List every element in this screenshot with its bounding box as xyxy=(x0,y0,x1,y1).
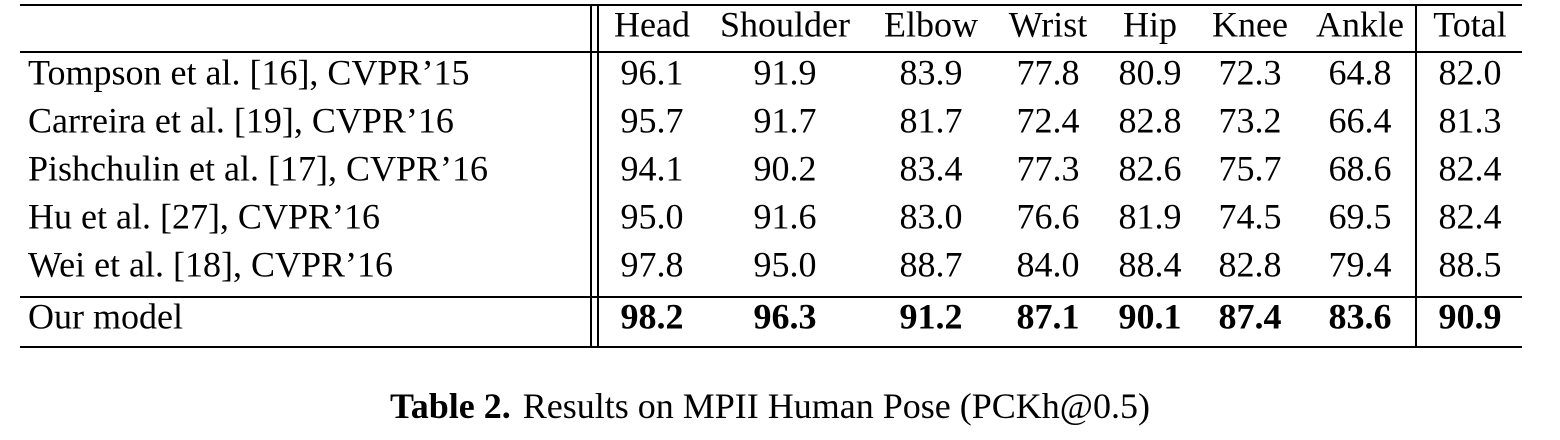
cell: 82.8 xyxy=(1219,244,1282,284)
cell: 81.9 xyxy=(1119,196,1182,236)
cell: 83.9 xyxy=(900,52,963,92)
cell: 77.3 xyxy=(1017,148,1080,188)
cell: 82.4 xyxy=(1439,196,1502,236)
column-header: Knee xyxy=(1212,4,1288,44)
column-header: Total xyxy=(1433,4,1506,44)
cell: 88.7 xyxy=(900,244,963,284)
row-label: Wei et al. [18], CVPR’16 xyxy=(28,244,393,284)
cell: 68.6 xyxy=(1329,148,1392,188)
cell: 66.4 xyxy=(1329,100,1392,140)
cell: 91.7 xyxy=(754,100,817,140)
cell: 88.5 xyxy=(1439,244,1502,284)
cell: 77.8 xyxy=(1017,52,1080,92)
cell: 84.0 xyxy=(1017,244,1080,284)
cell: 72.4 xyxy=(1017,100,1080,140)
row-label: Hu et al. [27], CVPR’16 xyxy=(28,196,380,236)
caption-label: Table 2. xyxy=(390,386,511,426)
column-header: Shoulder xyxy=(720,4,850,44)
row-label: Pishchulin et al. [17], CVPR’16 xyxy=(28,148,488,188)
cell: 81.7 xyxy=(900,100,963,140)
cell: 82.8 xyxy=(1119,100,1182,140)
cell: 90.1 xyxy=(1119,296,1182,336)
row-label: Tompson et al. [16], CVPR’15 xyxy=(28,52,469,92)
column-header: Hip xyxy=(1123,4,1177,44)
row-label: Carreira et al. [19], CVPR’16 xyxy=(28,100,454,140)
column-header: Ankle xyxy=(1316,4,1404,44)
column-header: Head xyxy=(614,4,690,44)
cell: 91.9 xyxy=(754,52,817,92)
cell: 83.0 xyxy=(900,196,963,236)
cell: 82.6 xyxy=(1119,148,1182,188)
cell: 74.5 xyxy=(1219,196,1282,236)
cell: 80.9 xyxy=(1119,52,1182,92)
cell: 97.8 xyxy=(621,244,684,284)
cell: 69.5 xyxy=(1329,196,1392,236)
cell: 95.0 xyxy=(621,196,684,236)
cell: 75.7 xyxy=(1219,148,1282,188)
cell: 94.1 xyxy=(621,148,684,188)
cell: 90.9 xyxy=(1439,296,1502,336)
cell: 88.4 xyxy=(1119,244,1182,284)
cell: 72.3 xyxy=(1219,52,1282,92)
table-rules xyxy=(20,4,1522,348)
cell: 95.7 xyxy=(621,100,684,140)
cell: 96.3 xyxy=(754,296,817,336)
caption-text: Results on MPII Human Pose (PCKh@0.5) xyxy=(523,386,1150,426)
cell: 91.2 xyxy=(900,296,963,336)
caption: Table 2. Results on MPII Human Pose (PCKh… xyxy=(390,386,1150,426)
cell: 79.4 xyxy=(1329,244,1392,284)
cell: 64.8 xyxy=(1329,52,1392,92)
cell: 90.2 xyxy=(754,148,817,188)
cell: 83.4 xyxy=(900,148,963,188)
cell: 73.2 xyxy=(1219,100,1282,140)
cell: 98.2 xyxy=(621,296,684,336)
cell: 95.0 xyxy=(754,244,817,284)
column-header: Wrist xyxy=(1009,4,1088,44)
row-label: Our model xyxy=(28,296,183,336)
cell: 96.1 xyxy=(621,52,684,92)
cell: 91.6 xyxy=(754,196,817,236)
cell: 82.4 xyxy=(1439,148,1502,188)
cell: 82.0 xyxy=(1439,52,1502,92)
cell: 87.4 xyxy=(1219,296,1282,336)
cell: 87.1 xyxy=(1017,296,1080,336)
cell: 76.6 xyxy=(1017,196,1080,236)
cell: 83.6 xyxy=(1329,296,1392,336)
column-header: Elbow xyxy=(884,4,978,44)
cell: 81.3 xyxy=(1439,100,1502,140)
